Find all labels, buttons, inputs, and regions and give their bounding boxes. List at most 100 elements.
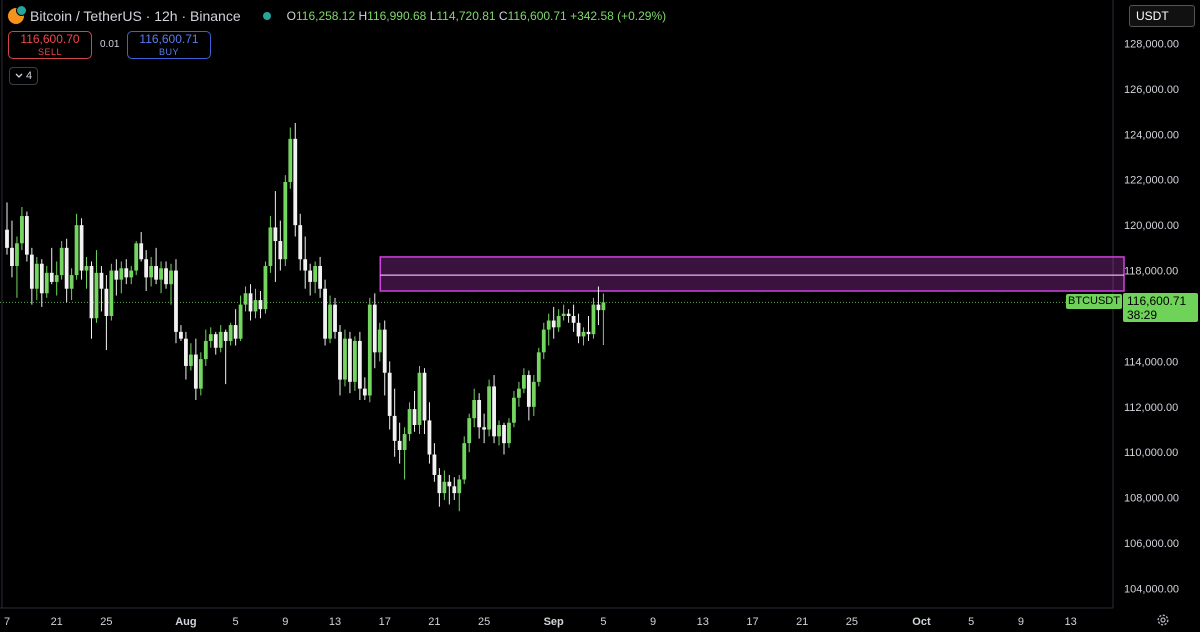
y-tick-label: 128,000.00 bbox=[1124, 38, 1179, 50]
candle-body bbox=[149, 266, 154, 278]
candle-body bbox=[497, 424, 501, 437]
candle-body bbox=[169, 270, 173, 285]
x-tick-label: 21 bbox=[51, 616, 63, 628]
symbol-header: Bitcoin / TetherUS · 12h · Binance O116,… bbox=[8, 5, 667, 26]
candle-body bbox=[308, 270, 313, 282]
candle-body bbox=[477, 400, 482, 428]
open-value: 116,258.12 bbox=[295, 9, 356, 23]
currency-select[interactable]: USDT bbox=[1129, 5, 1195, 27]
candle-body bbox=[427, 420, 432, 455]
candle-body bbox=[457, 479, 462, 494]
candle-body bbox=[293, 138, 298, 226]
candle-body bbox=[487, 386, 491, 430]
candle-body bbox=[417, 372, 422, 425]
gear-icon[interactable] bbox=[1156, 613, 1170, 627]
candle-body bbox=[29, 254, 34, 289]
candle-body bbox=[333, 304, 337, 332]
candle-body bbox=[412, 409, 417, 425]
candle-body bbox=[357, 340, 362, 389]
candle-body bbox=[188, 354, 193, 366]
candle-body bbox=[233, 325, 238, 339]
candle-body bbox=[223, 331, 228, 341]
candle-body bbox=[512, 397, 516, 423]
candle-body bbox=[372, 304, 377, 353]
candle-body bbox=[442, 481, 447, 494]
candle-body bbox=[338, 331, 342, 380]
candle-body bbox=[298, 225, 303, 260]
candle-body bbox=[561, 313, 566, 316]
close-label: C bbox=[498, 9, 508, 23]
open-label: O bbox=[286, 9, 296, 23]
candle-body bbox=[238, 304, 243, 339]
sell-label: SELL bbox=[37, 47, 63, 57]
y-tick-label: 104,000.00 bbox=[1124, 584, 1179, 596]
candle-body bbox=[39, 263, 44, 294]
high-label: H bbox=[358, 9, 368, 23]
candle-body bbox=[94, 272, 99, 319]
candle-body bbox=[462, 443, 467, 480]
candle-body bbox=[283, 181, 288, 260]
candle-body bbox=[392, 415, 397, 441]
y-tick-label: 122,000.00 bbox=[1124, 175, 1179, 187]
candle-body bbox=[179, 331, 183, 339]
candle-body bbox=[268, 227, 273, 267]
candle-body bbox=[104, 288, 109, 316]
candle-body bbox=[517, 388, 521, 398]
x-tick-label: 13 bbox=[329, 616, 341, 628]
candle-body bbox=[353, 340, 357, 382]
candle-body bbox=[154, 266, 158, 280]
buy-price: 116,600.71 bbox=[139, 32, 199, 46]
last-price-tag: 116,600.71 38:29 bbox=[1123, 293, 1198, 322]
y-tick-label: 112,000.00 bbox=[1124, 402, 1178, 414]
candle-body bbox=[586, 331, 591, 335]
bar-countdown: 38:29 bbox=[1127, 308, 1158, 322]
symbol-price-tag: BTCUSDT bbox=[1066, 294, 1122, 309]
candle-body bbox=[119, 268, 124, 280]
x-tick-label: 21 bbox=[796, 616, 808, 628]
candle-body bbox=[24, 216, 29, 255]
candle-body bbox=[432, 454, 437, 475]
candle-body bbox=[507, 422, 511, 444]
close-value: 116,600.71 bbox=[507, 9, 567, 23]
candle-body bbox=[278, 241, 283, 260]
candle-body bbox=[323, 288, 327, 339]
symbol-title[interactable]: Bitcoin / TetherUS · 12h · Binance bbox=[30, 8, 241, 24]
ohlc-values: O116,258.12 H116,990.68 L114,720.81 C116… bbox=[287, 9, 667, 23]
candle-body bbox=[367, 304, 372, 396]
candle-body bbox=[84, 266, 89, 271]
candle-body bbox=[248, 293, 253, 312]
candle-body bbox=[184, 338, 188, 366]
candle-body bbox=[318, 266, 323, 289]
candle-body bbox=[541, 329, 546, 353]
candle-body bbox=[387, 372, 392, 416]
candle-body bbox=[20, 216, 24, 244]
candle-body bbox=[288, 138, 293, 182]
y-tick-label: 120,000.00 bbox=[1124, 220, 1179, 232]
candle-body bbox=[422, 372, 427, 421]
x-tick-label: 21 bbox=[428, 616, 440, 628]
sell-button[interactable]: 116,600.70 SELL bbox=[8, 31, 92, 59]
market-status-icon bbox=[262, 12, 271, 20]
candle-body bbox=[213, 334, 218, 348]
candle-body bbox=[596, 304, 601, 311]
candle-body bbox=[343, 338, 347, 380]
candle-body bbox=[397, 440, 402, 450]
buy-button[interactable]: 116,600.71 BUY bbox=[127, 31, 211, 59]
candle-body bbox=[556, 315, 561, 328]
candle-body bbox=[159, 268, 163, 280]
candle-body bbox=[581, 331, 586, 337]
x-tick-label: 5 bbox=[233, 616, 239, 628]
candle-body bbox=[134, 243, 139, 271]
spread-value: 0.01 bbox=[100, 39, 120, 50]
x-tick-label: Oct bbox=[912, 616, 931, 628]
x-tick-label: 7 bbox=[4, 616, 10, 628]
candle-body bbox=[576, 322, 581, 337]
candle-body bbox=[348, 338, 352, 382]
indicators-toggle[interactable]: 4 bbox=[9, 67, 38, 85]
y-tick-label: 118,000.00 bbox=[1124, 266, 1178, 278]
bitcoin-logo-icon bbox=[8, 5, 27, 24]
high-value: 116,990.68 bbox=[367, 9, 427, 23]
candle-body bbox=[521, 375, 526, 389]
candle-body bbox=[492, 386, 496, 437]
